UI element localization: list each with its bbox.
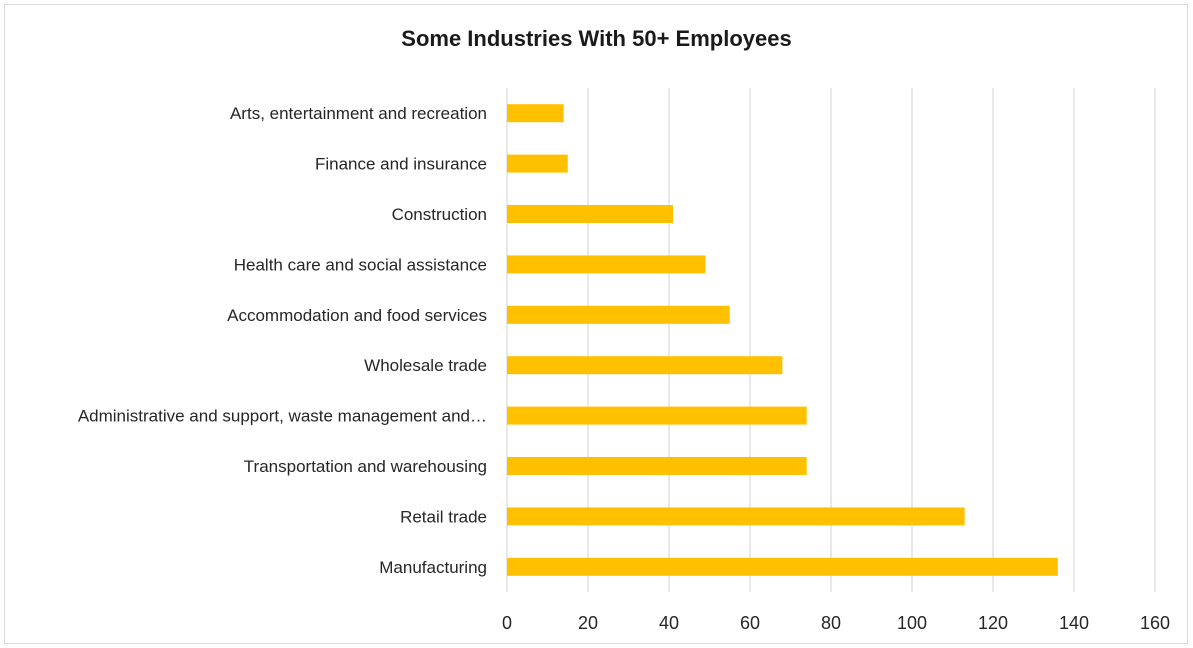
- bar: [507, 104, 564, 123]
- bar: [507, 406, 807, 425]
- bar: [507, 507, 965, 526]
- bar: [507, 255, 706, 274]
- x-tick-label: 160: [1140, 613, 1170, 633]
- chart-title: Some Industries With 50+ Employees: [401, 26, 792, 51]
- category-label: Accommodation and food services: [227, 306, 487, 325]
- category-label: Administrative and support, waste manage…: [78, 407, 487, 426]
- bar: [507, 356, 783, 375]
- x-tick-label: 0: [502, 613, 512, 633]
- category-label: Arts, entertainment and recreation: [230, 104, 487, 123]
- x-tick-label: 20: [578, 613, 598, 633]
- category-label: Transportation and warehousing: [244, 457, 487, 476]
- x-tick-label: 140: [1059, 613, 1089, 633]
- x-tick-label: 40: [659, 613, 679, 633]
- bar: [507, 205, 674, 223]
- x-axis-ticks: 0 20 40 60 80 100 120 140 160: [502, 613, 1170, 633]
- x-tick-label: 60: [740, 613, 760, 633]
- bar: [507, 154, 568, 173]
- category-label: Retail trade: [400, 507, 487, 526]
- bar: [507, 557, 1058, 576]
- bar: [507, 457, 807, 475]
- category-label: Manufacturing: [379, 558, 487, 577]
- x-tick-label: 120: [978, 613, 1008, 633]
- bars: [507, 104, 1058, 576]
- bar: [507, 305, 730, 324]
- category-label: Construction: [392, 205, 487, 224]
- chart-frame: [4, 4, 1188, 644]
- category-labels: Arts, entertainment and recreation Financ…: [78, 104, 487, 577]
- x-tick-label: 80: [821, 613, 841, 633]
- x-tick-label: 100: [897, 613, 927, 633]
- category-label: Wholesale trade: [364, 356, 487, 375]
- category-label: Health care and social assistance: [234, 255, 487, 274]
- category-label: Finance and insurance: [315, 155, 487, 174]
